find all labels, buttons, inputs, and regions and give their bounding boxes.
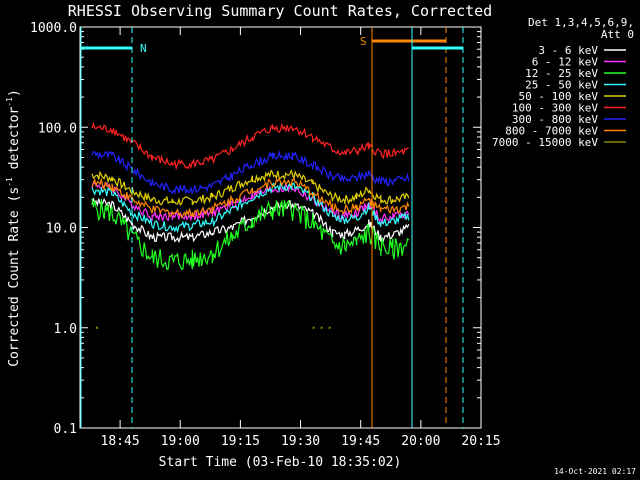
series-line-5-0 (91, 121, 374, 171)
x-tick-label: 19:00 (161, 434, 200, 449)
x-tick-label: 19:15 (221, 434, 260, 449)
series-line-5-1 (372, 147, 409, 160)
x-tick-label: 20:15 (461, 434, 500, 449)
night-label: N (140, 42, 147, 55)
series-line-0-0 (91, 197, 374, 244)
saa-label: S (360, 35, 367, 48)
y-axis-label: Corrected Count Rate (s-1 detector-1) (5, 89, 22, 367)
legend-label: 50 - 100 keV (519, 90, 599, 103)
y-tick-label: 0.1 (54, 422, 77, 437)
y-tick-label: 1000.0 (30, 21, 77, 36)
series-point (312, 326, 315, 329)
series-line-1-0 (91, 181, 374, 223)
y-tick-label: 100.0 (38, 121, 77, 136)
series-point (320, 326, 323, 329)
series-line-2-1 (372, 226, 410, 260)
y-tick-label: 1.0 (54, 322, 77, 337)
footer-timestamp: 14-Oct-2021 02:17 (554, 467, 636, 476)
series-line-3-1 (372, 210, 410, 227)
legend-label: 3 - 6 keV (538, 44, 598, 57)
series-line-7-1 (372, 200, 410, 215)
x-tick-label: 19:45 (341, 434, 380, 449)
series-group (91, 121, 410, 329)
legend-label: 300 - 800 keV (512, 113, 598, 126)
series-line-6-1 (372, 172, 410, 187)
y-tick-label: 10.0 (46, 222, 77, 237)
legend-label: 25 - 50 keV (525, 79, 598, 92)
legend-label: 12 - 25 keV (525, 67, 598, 80)
series-line-0-1 (372, 223, 410, 243)
legend-label: 100 - 300 keV (512, 102, 598, 115)
x-tick-label: 20:00 (401, 434, 440, 449)
x-tick-label: 19:30 (281, 434, 320, 449)
legend-label: 6 - 12 keV (532, 56, 599, 69)
interval-markers: N S (80, 27, 464, 428)
series-line-2-0 (91, 198, 374, 271)
x-axis: 18:45 19:00 19:15 19:30 19:45 20:00 20:15 (101, 27, 501, 449)
plot-frame (79, 26, 482, 429)
series-point (328, 326, 331, 329)
legend-label: 800 - 7000 keV (505, 125, 598, 138)
legend-label: 7000 - 15000 keV (492, 136, 598, 149)
y-axis: 1000.0 100.0 10.0 1.0 0.1 (30, 21, 481, 437)
series-line-1-1 (372, 206, 410, 225)
series-line-6-0 (91, 149, 374, 195)
svg-text:Corrected Count Rate (s-1 dete: Corrected Count Rate (s-1 detector-1) (5, 89, 22, 367)
legend-header-2: Att 0 (601, 28, 634, 41)
chart-title: RHESSI Observing Summary Count Rates, Co… (68, 2, 492, 20)
series-line-7-0 (91, 177, 374, 219)
series-point (96, 326, 99, 329)
series-line-4-1 (372, 192, 410, 205)
legend-header-1: Det 1,3,4,5,6,9, (528, 16, 634, 29)
x-tick-label: 18:45 (101, 434, 140, 449)
series-line-3-0 (91, 181, 374, 234)
series-line-4-0 (91, 168, 373, 207)
x-axis-label: Start Time (03-Feb-10 18:35:02) (159, 455, 402, 470)
